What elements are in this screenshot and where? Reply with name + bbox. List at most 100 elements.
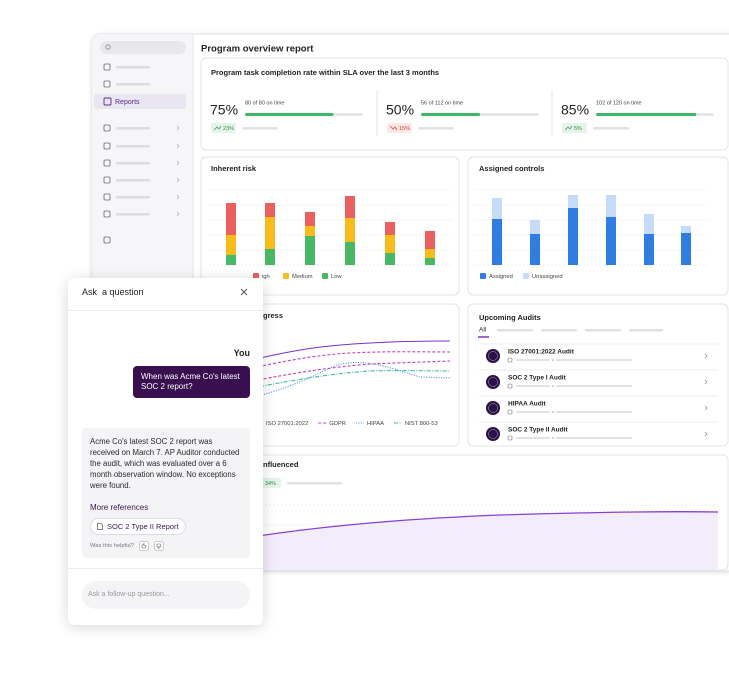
audits-card [467, 303, 729, 447]
card-title: nfluenced [263, 460, 299, 469]
nav-placeholder[interactable] [116, 83, 150, 86]
bar-segment [681, 233, 691, 265]
trend-arrow [389, 125, 398, 131]
placeholder [593, 127, 629, 130]
audit-title[interactable]: HIPAA Audit [508, 401, 547, 408]
change-value: 15% [399, 126, 410, 132]
bar-segment [568, 208, 578, 265]
bar-segment [226, 203, 236, 235]
audit-badge-ring [488, 377, 498, 387]
nav-placeholder[interactable] [116, 127, 150, 130]
nav-icon [103, 236, 111, 244]
placeholder [585, 329, 621, 332]
chevron[interactable] [704, 379, 708, 385]
placeholder [287, 482, 342, 485]
change-badge [262, 478, 281, 488]
answer-box: Acme Co's latest SOC 2 report was receiv… [82, 428, 250, 558]
tab-all[interactable]: All [479, 327, 487, 334]
nav-placeholder[interactable] [116, 162, 150, 165]
chevron [176, 125, 180, 131]
card-title: Upcoming Audits [479, 313, 541, 322]
bar-segment [345, 218, 355, 242]
nav-icon [103, 176, 111, 184]
legend-label: Unassigned [532, 274, 563, 280]
status-icon [507, 409, 513, 415]
chevron [176, 177, 180, 183]
nav-placeholder[interactable] [116, 213, 150, 216]
thumbs-up[interactable] [138, 541, 149, 551]
audit-list: ISO 27001:2022 Audit SOC 2 Type I Audit HI… [479, 343, 718, 441]
chevron[interactable] [704, 353, 708, 359]
nav-placeholder[interactable] [116, 196, 150, 199]
audit-badge[interactable] [486, 427, 500, 441]
placeholder [556, 359, 632, 361]
card-title: gress [263, 311, 283, 320]
search-box[interactable] [100, 41, 186, 54]
audit-badge-ring [488, 403, 498, 413]
audit-title[interactable]: SOC 2 Type II Audit [508, 427, 568, 434]
legend-label: GDPR [329, 421, 346, 427]
legend-label: ISO 27001:2022 [266, 421, 308, 427]
audit-badge[interactable] [486, 349, 500, 363]
audit-title[interactable]: ISO 27001:2022 Audit [508, 349, 575, 356]
card-title: Inherent risk [211, 164, 257, 173]
placeholder [556, 385, 632, 387]
card-title: Assigned controls [479, 164, 544, 173]
progress-fill [245, 113, 334, 116]
nav-icon [103, 159, 111, 167]
legend-swatch [322, 273, 328, 279]
nav-icon [103, 124, 111, 132]
bar-segment [644, 234, 654, 265]
audit-badge[interactable] [486, 401, 500, 415]
progress-fill [596, 113, 697, 116]
bar-segment [226, 235, 236, 255]
stat-detail: 102 of 120 on time [596, 100, 642, 106]
bar-segment [345, 242, 355, 265]
change-badge [211, 123, 236, 133]
trend-line [204, 510, 719, 546]
user-message: When was Acme Co's latest SOC 2 report? [133, 366, 250, 398]
bar-segment [425, 258, 435, 265]
nav-placeholder[interactable] [116, 179, 150, 182]
bar-segment [681, 226, 691, 233]
divider [68, 310, 263, 311]
placeholder [516, 385, 550, 387]
nav-placeholder[interactable] [116, 66, 150, 69]
progress-fill [421, 113, 480, 116]
legend-label: HIPAA [367, 421, 384, 427]
divider [68, 568, 263, 569]
close-button[interactable] [240, 288, 248, 296]
thumbs-down[interactable] [153, 541, 164, 551]
active-nav-item[interactable] [94, 94, 186, 109]
reference-chip[interactable]: SOC 2 Type II Report [90, 518, 186, 535]
bar-segment [305, 236, 315, 265]
placeholder [629, 329, 663, 332]
bar-segment [385, 235, 395, 253]
bar-segment [492, 198, 502, 219]
legend-label: NIST 800-53 [405, 421, 438, 427]
placeholder [242, 127, 278, 130]
audit-badge[interactable] [486, 375, 500, 389]
status-icon [507, 357, 513, 363]
legend-swatch [253, 273, 259, 279]
nav-icon [103, 193, 111, 201]
dot [552, 437, 554, 439]
chevron[interactable] [704, 405, 708, 411]
placeholder [556, 411, 632, 413]
nav-icon [103, 63, 111, 71]
bar-segment [345, 196, 355, 218]
chevron [176, 160, 180, 166]
placeholder [556, 437, 632, 439]
page-title: Program overview report [201, 44, 314, 55]
follow-up-input[interactable]: Ask a follow-up question... [82, 581, 250, 609]
sidebar-nav [103, 63, 180, 244]
audit-title[interactable]: SOC 2 Type I Audit [508, 375, 567, 382]
dot [552, 385, 554, 387]
nav-placeholder[interactable] [116, 145, 150, 148]
legend-label: Low [331, 274, 342, 280]
change-badge [562, 123, 587, 133]
nav-reports[interactable]: Reports [115, 99, 140, 106]
trend-arrow [564, 125, 573, 131]
chevron[interactable] [704, 431, 708, 437]
placeholder [418, 127, 454, 130]
